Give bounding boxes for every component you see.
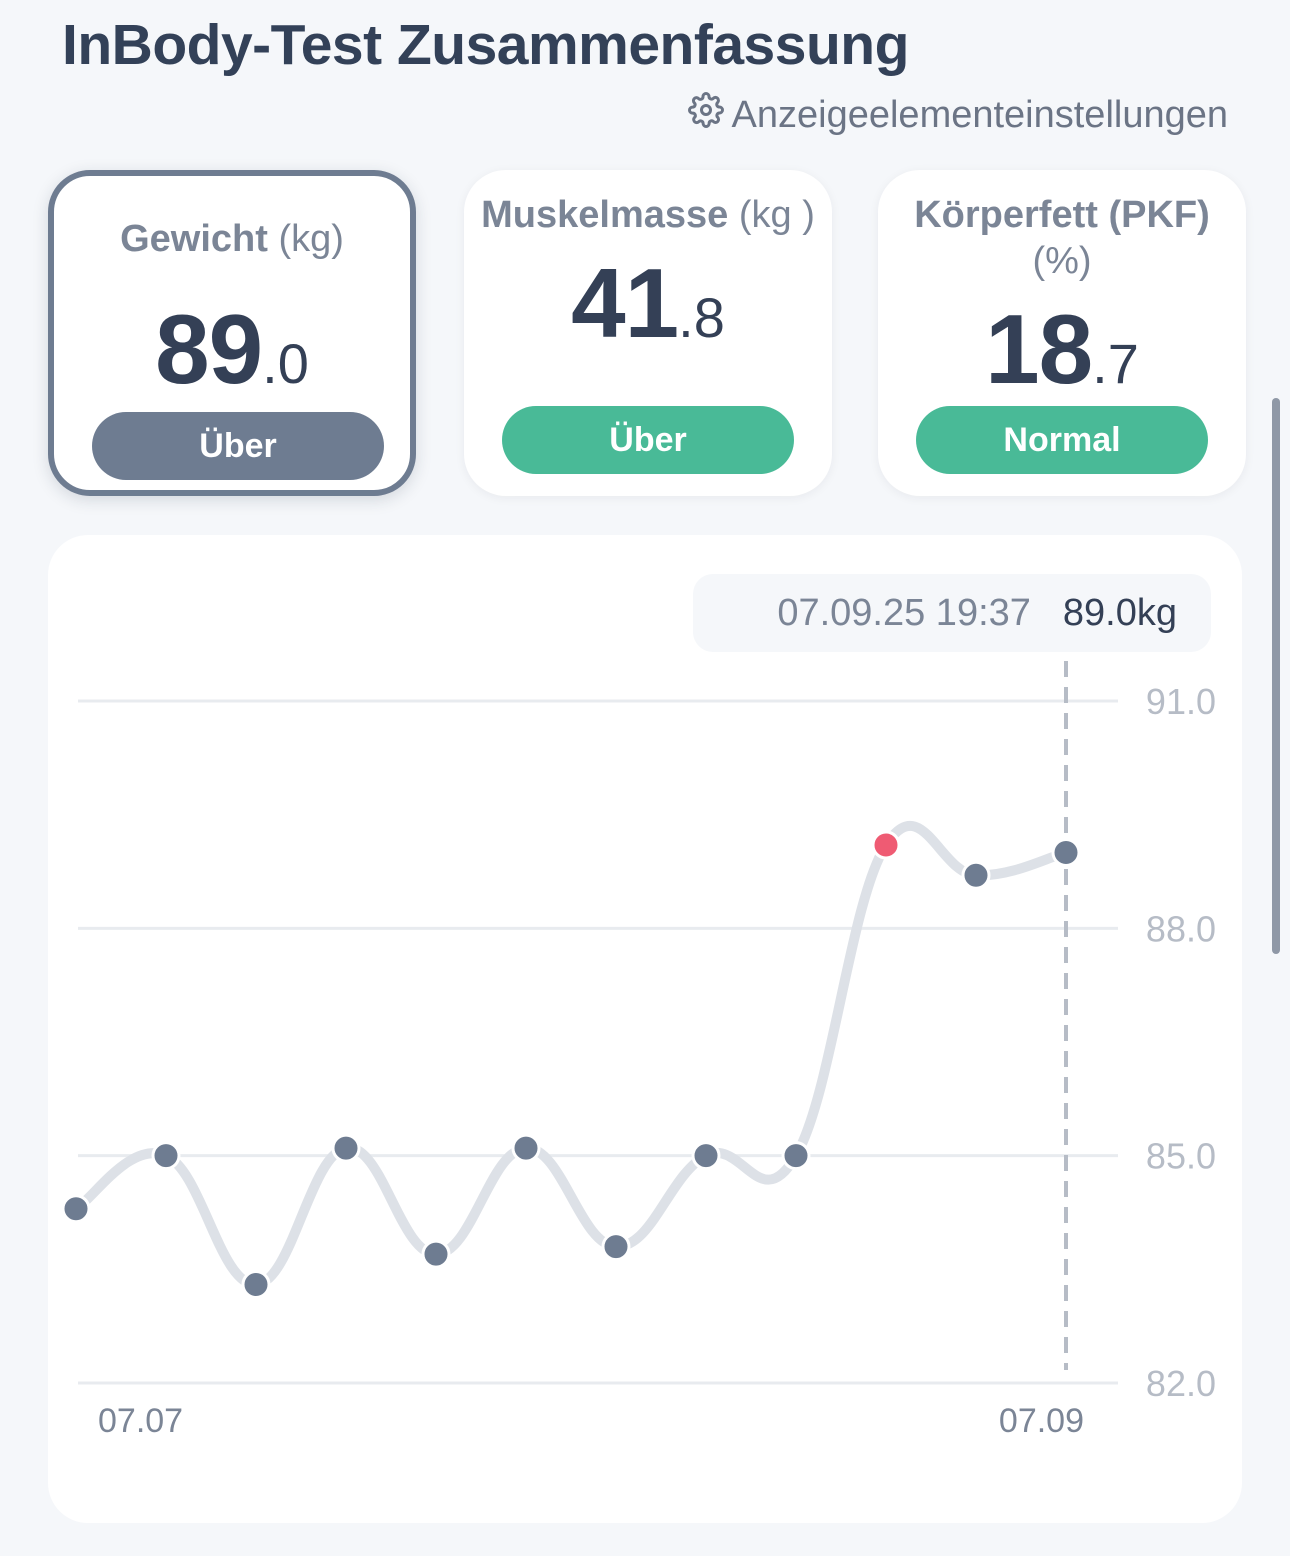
data-point[interactable]: [601, 1232, 631, 1262]
y-tick-label: 91.0: [1146, 681, 1216, 722]
body-fat-value: 18 .7: [985, 300, 1139, 398]
x-tick-label: 07.07: [98, 1402, 183, 1440]
weight-value-dec: .0: [262, 332, 309, 395]
x-tick-label: 07.09: [999, 1402, 1084, 1440]
data-point[interactable]: [511, 1133, 541, 1163]
body-fat-value-int: 18: [985, 294, 1093, 404]
body-fat-status-badge: Normal: [916, 406, 1208, 474]
chart-canvas[interactable]: 91.0 88.0 85.0 82.0 07.07 07.09: [48, 535, 1242, 1523]
chart-tooltip: 07.09.25 19:37 89.0kg: [693, 574, 1211, 652]
gear-icon: [687, 92, 724, 138]
data-point[interactable]: [421, 1239, 451, 1269]
body-fat-unit: (%): [1032, 240, 1092, 282]
highlighted-data-point[interactable]: [871, 830, 901, 860]
tooltip-value: 89.0kg: [1062, 591, 1177, 634]
data-point[interactable]: [241, 1269, 271, 1299]
muscle-mass-status-badge: Über: [502, 406, 794, 474]
muscle-mass-value: 41 .8: [571, 254, 725, 352]
weight-trend-chart[interactable]: 91.0 88.0 85.0 82.0 07.07 07.09 07.09.25 19:3…: [48, 535, 1242, 1523]
weight-label: Gewicht (kg): [62, 216, 402, 262]
page-title: InBody-Test Zusammenfassung: [62, 13, 909, 77]
weight-card[interactable]: Gewicht (kg) 89 .0 Über: [48, 170, 416, 496]
data-point[interactable]: [691, 1141, 721, 1171]
data-point[interactable]: [1051, 838, 1081, 868]
muscle-mass-value-dec: .8: [678, 286, 725, 349]
muscle-mass-card[interactable]: Muskelmasse (kg ) 41 .8 Über: [464, 170, 832, 496]
muscle-mass-label: Muskelmasse (kg ): [478, 192, 818, 238]
weight-series-line: [71, 821, 1071, 1290]
weight-label-text: Gewicht: [120, 218, 268, 260]
body-fat-label: Körperfett (PKF) (%): [892, 192, 1232, 284]
weight-value-int: 89: [155, 294, 263, 404]
data-point[interactable]: [61, 1194, 91, 1224]
data-point[interactable]: [781, 1141, 811, 1171]
scrollbar[interactable]: [1272, 398, 1280, 954]
weight-status-badge: Über: [92, 412, 384, 480]
data-point[interactable]: [331, 1133, 361, 1163]
display-settings-label: Anzeigeelementeinstellungen: [731, 93, 1228, 136]
tooltip-timestamp: 07.09.25 19:37: [777, 591, 1031, 634]
muscle-mass-label-text: Muskelmasse: [481, 194, 729, 236]
muscle-mass-value-int: 41: [571, 248, 679, 358]
muscle-mass-unit: (kg ): [738, 194, 815, 236]
body-fat-value-dec: .7: [1092, 332, 1139, 395]
y-tick-label: 85.0: [1146, 1136, 1216, 1177]
data-point[interactable]: [151, 1141, 181, 1171]
y-tick-label: 82.0: [1146, 1363, 1216, 1404]
body-fat-card[interactable]: Körperfett (PKF) (%) 18 .7 Normal: [878, 170, 1246, 496]
display-settings-button[interactable]: Anzeigeelementeinstellungen: [687, 92, 1228, 138]
weight-unit: (kg): [278, 218, 344, 260]
body-fat-label-text: Körperfett (PKF): [914, 194, 1210, 236]
y-tick-label: 88.0: [1146, 908, 1216, 949]
data-point[interactable]: [961, 860, 991, 890]
weight-value: 89 .0: [155, 300, 309, 398]
